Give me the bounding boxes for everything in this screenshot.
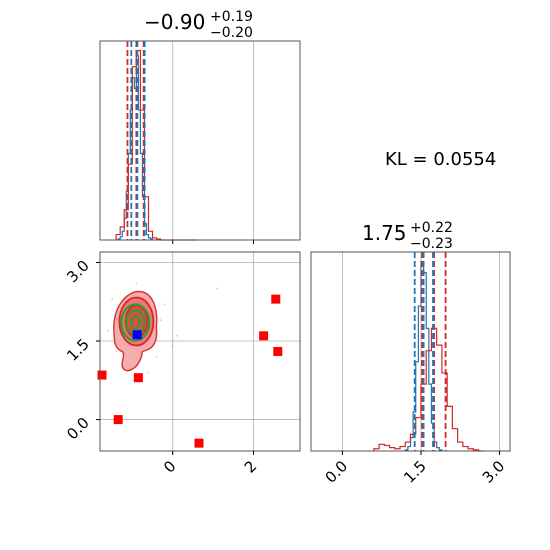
scatter-red-point-0: [271, 294, 281, 304]
right-hist-title-main: 1.75: [362, 221, 407, 245]
scatter-red-point-4: [133, 373, 143, 383]
scatter-blue-point: [132, 330, 142, 340]
right-hist-title-minus: −0.23: [410, 236, 453, 252]
top-histogram-panel: [99, 40, 301, 244]
top-hist-series-0: [116, 55, 154, 241]
right-hist-xtick-label-2: 3.0: [479, 457, 509, 487]
scatter-sample-dot-15: [171, 345, 174, 348]
scatter-sample-dot-9: [147, 371, 150, 374]
right-hist-xtick-label-0: 0.0: [322, 457, 352, 487]
scatter-red-point-1: [259, 331, 269, 341]
scatter-ytick-label-2: 3.0: [63, 257, 93, 287]
right-hist-title: 1.75 +0.22 −0.23: [362, 220, 453, 252]
scatter-green-contour-outer: [120, 303, 151, 342]
right-histogram-panel: 0.0 1.5 3.0: [310, 251, 511, 487]
right-hist-title-plus: +0.22: [410, 220, 453, 236]
top-hist-title: −0.90 +0.19 −0.20: [144, 9, 253, 41]
right-hist-frame: [310, 251, 511, 452]
scatter-sample-dot-13: [107, 329, 110, 332]
top-hist-title-plus: +0.19: [210, 9, 253, 25]
right-hist-xtick-label-1: 1.5: [400, 457, 430, 487]
scatter-ytick-label-0: 0.0: [63, 414, 93, 444]
scatter-red-point-6: [194, 438, 204, 448]
scatter-sample-dot-14: [135, 282, 138, 285]
right-hist-series-1: [373, 327, 484, 452]
scatter-sample-dot-5: [111, 298, 114, 301]
kl-annotation: KL = 0.0554: [385, 149, 496, 170]
top-hist-title-minus: −0.20: [210, 25, 253, 41]
scatter-red-point-5: [113, 415, 123, 425]
scatter-red-point-2: [273, 347, 283, 356]
scatter-sample-dot-2: [115, 350, 118, 353]
scatter-sample-dot-11: [163, 303, 166, 306]
top-hist-title-main: −0.90: [144, 10, 205, 34]
scatter-sample-dot-6: [159, 319, 162, 322]
scatter-ytick-label-1: 1.5: [63, 335, 93, 365]
scatter-sample-dot-12: [216, 287, 219, 290]
scatter-xtick-label-0: 0: [160, 457, 179, 476]
scatter-frame: [99, 251, 301, 452]
scatter-green-contour-inner: [130, 315, 141, 330]
scatter-red-point-3: [97, 370, 107, 380]
scatter-xtick-label-1: 2: [241, 457, 260, 476]
scatter-sample-dot-3: [155, 355, 158, 358]
scatter-sample-dot-7: [175, 334, 178, 337]
scatter-panel: 0.0 1.5 3.0 0 2: [63, 251, 301, 477]
top-hist-frame: [99, 40, 301, 241]
